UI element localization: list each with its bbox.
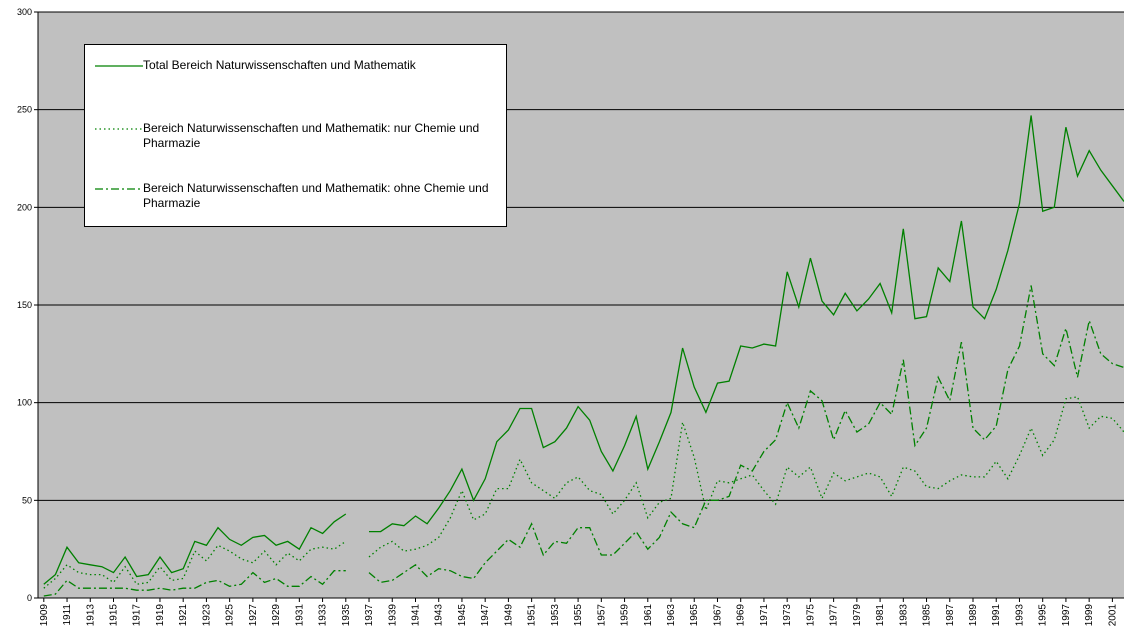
x-tick-label: 1971 (759, 604, 770, 627)
legend-swatch (95, 188, 143, 190)
x-tick-label: 1929 (271, 604, 282, 627)
x-tick-label: 1991 (991, 604, 1002, 627)
x-tick-label: 2001 (1107, 604, 1118, 627)
x-tick-label: 1927 (248, 604, 259, 627)
series-line (43, 115, 1124, 585)
y-tick-label: 250 (17, 105, 32, 115)
x-tick-label: 1955 (573, 604, 584, 627)
x-tick-label: 1949 (503, 604, 514, 627)
x-tick-label: 1943 (434, 604, 445, 627)
x-tick-label: 1995 (1038, 604, 1049, 627)
y-tick-label: 50 (22, 495, 32, 505)
x-tick-label: 1945 (457, 604, 468, 627)
x-tick-label: 1981 (875, 604, 886, 627)
x-tick-label: 1921 (178, 604, 189, 627)
x-tick-label: 1917 (132, 604, 143, 627)
x-tick-label: 1965 (689, 604, 700, 627)
y-tick-label: 150 (17, 300, 32, 310)
legend-entry: Bereich Naturwissenschaften und Mathemat… (95, 181, 503, 211)
x-tick-label: 1953 (550, 604, 561, 627)
x-tick-label: 1951 (527, 604, 538, 627)
legend-entry: Total Bereich Naturwissenschaften und Ma… (95, 58, 503, 73)
x-tick-label: 1919 (155, 604, 166, 627)
x-tick-label: 1915 (108, 604, 119, 627)
x-tick-label: 1931 (294, 604, 305, 627)
x-tick-label: 1973 (782, 604, 793, 627)
x-tick-label: 1997 (1061, 604, 1072, 627)
x-tick-label: 1933 (318, 604, 329, 627)
x-tick-label: 1975 (805, 604, 816, 627)
series-line (43, 285, 1124, 597)
legend: Total Bereich Naturwissenschaften und Ma… (84, 44, 507, 227)
x-tick-label: 1947 (480, 604, 491, 627)
y-tick-label: 0 (27, 593, 32, 603)
x-tick-label: 1935 (341, 604, 352, 627)
x-tick-label: 1969 (736, 604, 747, 627)
x-tick-label: 1967 (712, 604, 723, 627)
x-tick-label: 1963 (666, 604, 677, 627)
x-tick-label: 1979 (852, 604, 863, 627)
legend-swatch (95, 128, 143, 130)
y-tick-label: 300 (17, 7, 32, 17)
x-tick-label: 1925 (225, 604, 236, 627)
x-tick-label: 1957 (596, 604, 607, 627)
x-tick-label: 1993 (1014, 604, 1025, 627)
x-tick-label: 1985 (922, 604, 933, 627)
x-tick-label: 1937 (364, 604, 375, 627)
x-tick-label: 1983 (898, 604, 909, 627)
legend-label: Bereich Naturwissenschaften und Mathemat… (143, 121, 480, 150)
x-tick-label: 1999 (1084, 604, 1095, 627)
legend-label: Bereich Naturwissenschaften und Mathemat… (143, 181, 489, 210)
x-tick-label: 1923 (201, 604, 212, 627)
legend-swatch (95, 65, 143, 67)
x-tick-label: 1987 (945, 604, 956, 627)
y-tick-label: 100 (17, 398, 32, 408)
x-tick-label: 1913 (85, 604, 96, 627)
x-tick-label: 1909 (39, 604, 50, 627)
y-tick-label: 200 (17, 202, 32, 212)
x-tick-label: 1911 (62, 604, 73, 626)
x-tick-label: 1989 (968, 604, 979, 627)
legend-entry: Bereich Naturwissenschaften und Mathemat… (95, 121, 503, 151)
legend-label: Total Bereich Naturwissenschaften und Ma… (143, 58, 416, 72)
x-tick-label: 1959 (620, 604, 631, 627)
x-tick-label: 1941 (410, 604, 421, 627)
x-tick-label: 1939 (387, 604, 398, 627)
x-tick-label: 1961 (643, 604, 654, 627)
x-tick-label: 1977 (829, 604, 840, 627)
